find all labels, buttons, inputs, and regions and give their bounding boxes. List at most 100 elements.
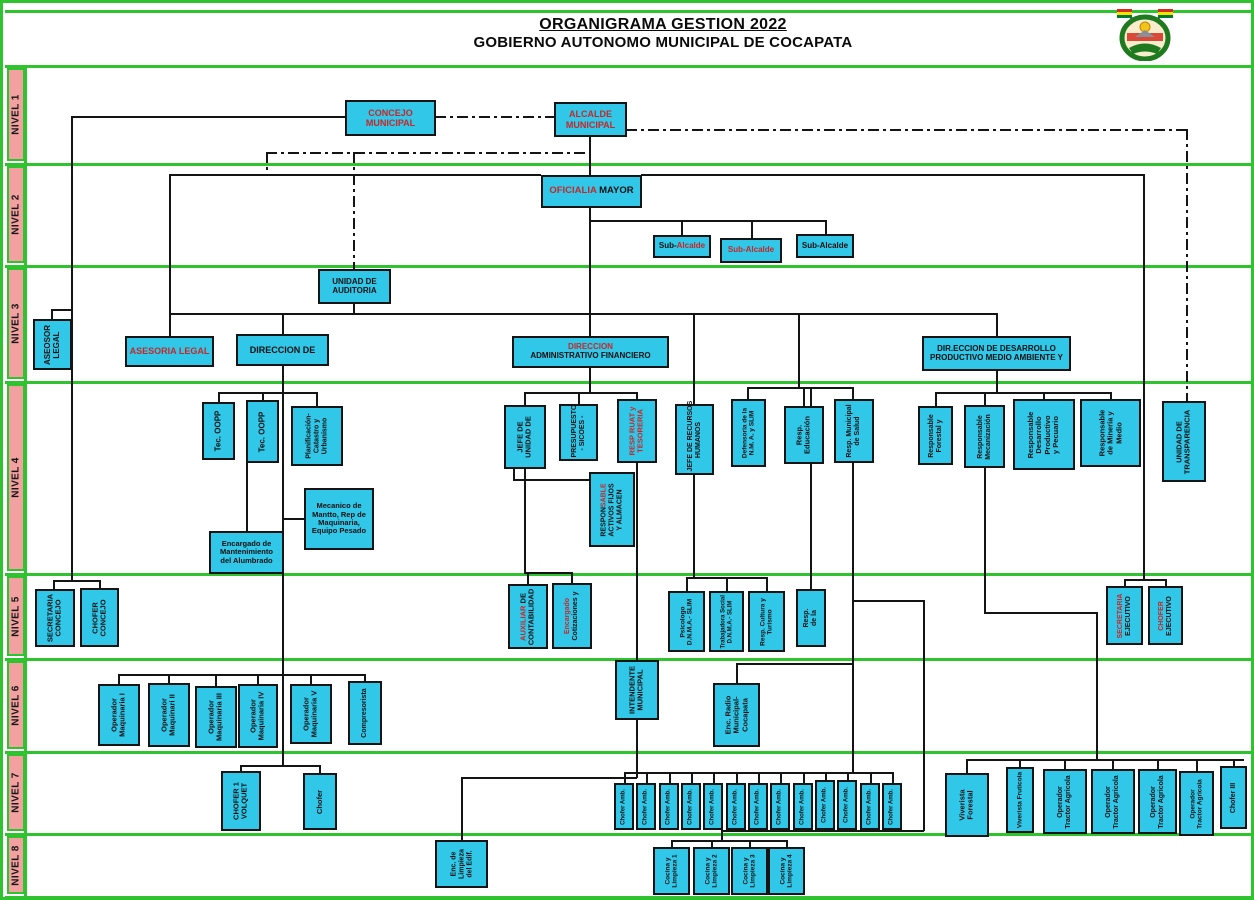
connector-line [71, 116, 73, 582]
label-line: ACTIVOS FIJOS [608, 476, 616, 543]
label-line: Responsable [977, 409, 985, 464]
dashdot-connector [353, 152, 355, 270]
label-segment: - SICOES - [578, 415, 586, 451]
connector-line [736, 772, 738, 784]
connector-line [749, 840, 751, 848]
label-segment: Operador [1057, 785, 1065, 818]
label-line: Defensoria de la [741, 403, 748, 463]
level-column-border [24, 65, 27, 897]
resp-cultura-turismo: Resp. Cultura y Turismo [748, 591, 785, 652]
label-segment: Y ALMACEN [615, 488, 623, 531]
label-line: TRANSPARENCIA [1183, 405, 1192, 478]
rotated-label: Cocina y Limpieza 2 [704, 851, 719, 891]
connector-line [513, 469, 515, 480]
label-segment: Forestal y [935, 418, 943, 453]
label-line: Maquinaria III [215, 690, 224, 744]
label-segment: CONTABILIDAD [527, 588, 536, 645]
label-line: Mecanico de [316, 502, 361, 510]
label-segment: Resp. Cultura y [759, 597, 767, 646]
asesor-legal: ASEOSOR LEGAL [33, 319, 72, 370]
label-segment: Chofer Amb. [754, 788, 761, 825]
connector-line [852, 463, 854, 773]
sub-alcalde-2: Sub-Alcalde [720, 238, 782, 263]
label-line: Resp. Municipal [846, 403, 854, 459]
connector-line [798, 313, 800, 388]
resp-ruat-tesoreria: RESP RUAT y TESORERIA [617, 399, 657, 463]
label-line: Maquinaria V [310, 688, 319, 740]
sub-alcalde-1: Sub-Alcalde [653, 235, 711, 258]
chofer-amb-3: Chofer Amb. [659, 783, 679, 830]
label-line: Tractor Agricola [1065, 773, 1073, 830]
connector-line [984, 468, 986, 613]
level-label-text: NIVEL 4 [10, 457, 22, 498]
connector-line [218, 392, 220, 403]
label-line: DIRECCION [568, 342, 613, 352]
label-segment: de Salud [854, 416, 861, 446]
operador-maquinaria-5: Operador Maquinaria V [290, 684, 332, 744]
connector-line [589, 368, 591, 393]
label-line: AUDITORIA [332, 286, 376, 296]
rotated-label: Viverista Fruticola [1016, 771, 1023, 829]
label-line: OFICIALIA MAYOR [549, 185, 633, 197]
connector-line [810, 387, 812, 590]
unidad-transparencia: UNIDAD DE TRANSPARENCIA [1162, 401, 1206, 482]
rotated-label: JEFE DE UNIDAD DE [516, 409, 534, 465]
label-segment: Encargado [564, 597, 572, 635]
connector-line [803, 387, 805, 407]
level-separator-line [5, 163, 1251, 166]
label-line: VOLQUET [240, 775, 249, 827]
rotated-label: Operador Tractor Agricola [1057, 773, 1073, 830]
label-segment: Maquinari II [168, 694, 177, 736]
label-segment: Chofer Amb. [665, 788, 672, 825]
label-segment: SABLE [600, 482, 608, 507]
presupuesto-sicoes: PRESUPUESTO - SICOES - [559, 404, 598, 461]
label-segment: Tec. OOPP [213, 410, 223, 452]
rotated-label: Chofer Amb. [867, 787, 874, 826]
label-segment: Sub- [658, 241, 677, 251]
label-segment: Chofer Amb. [821, 787, 828, 823]
connector-line [527, 572, 529, 584]
asesoria-legal: ASESORIA LEGAL [125, 336, 214, 367]
label-segment: Limpieza [457, 849, 465, 879]
label-line: Chofer Amb. [621, 787, 628, 826]
encargado-cotizaciones: Encargado Cotizaciones y [552, 583, 592, 649]
label-line: Equipo Pesado [312, 527, 366, 535]
encargado-alumbrado: Encargado de Mantenimiento del Alumbrado [209, 531, 284, 574]
sub-alcalde-3: Sub-Alcalde [796, 234, 854, 258]
label-line: Planificación- [305, 410, 313, 462]
connector-line [53, 580, 55, 590]
label-segment: Viverista Fruticola [1016, 771, 1024, 829]
connector-line [282, 365, 284, 393]
label-segment: Chofer Amb. [687, 788, 694, 825]
label-line: Limpieza 1 [672, 851, 679, 891]
connector-line [169, 174, 171, 337]
label-segment: Tractor Agricola [1157, 774, 1165, 829]
label-segment: Limpieza 1 [671, 854, 679, 888]
label-segment: Tractor Agricola [1065, 774, 1072, 829]
label-segment: de la [811, 610, 818, 626]
label-segment: CHOFER [90, 601, 100, 634]
label-segment: Equipo Pesado [311, 526, 367, 536]
unidad-auditoria: UNIDAD DE AUDITORIA [318, 269, 391, 304]
rotated-label: Trabajadora Social D.N.M.A.- SLIM [720, 595, 733, 648]
label-segment: D.N.M.A.- SLIM [686, 598, 694, 645]
label-segment: LEGAL [51, 330, 61, 359]
label-segment: Chofer Amb. [888, 788, 895, 825]
label-line: CONCEJO [99, 592, 108, 643]
label-line: Operador [1189, 775, 1196, 832]
rotated-label: Enc. Radio Municipal- Cocapata [723, 687, 749, 743]
connector-line [935, 392, 937, 407]
label-segment: Cocina y [742, 857, 750, 885]
chofer-1-volquete: CHOFER 1 VOLQUET [221, 771, 261, 831]
rotated-label: Psicologo D.N.M.A.- SLIM [679, 595, 694, 648]
label-segment: Cotizaciones y [572, 591, 579, 641]
chofer-amb-4: Chofer Amb. [681, 783, 701, 830]
label-segment: Chofer Amb. [642, 788, 649, 825]
cocina-limpieza-3: Cocina y Limpieza 3 [731, 847, 768, 895]
resp-activos-fijos: RESPONSABLE ACTIVOS FIJOS Y ALMACEN [589, 472, 635, 547]
label-segment: Planificación- [305, 413, 313, 459]
operador-maquinaria-4: Operador Maquinaria IV [238, 684, 278, 748]
level-label-3: NIVEL 3 [7, 268, 25, 379]
label-line: Limpieza 2 [712, 851, 719, 891]
jefe-rrhh: JEFE DE RECURSOS HUMANOS [675, 400, 714, 475]
